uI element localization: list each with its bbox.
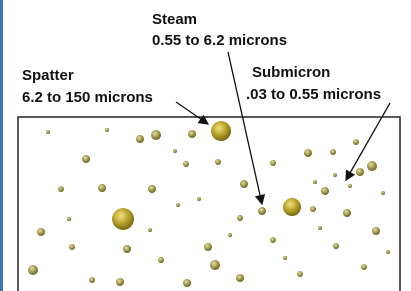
steam-label: Steam [152, 11, 197, 28]
particle-diagram: Steam 0.55 to 6.2 microns Spatter 6.2 to… [0, 0, 411, 291]
particle [116, 278, 124, 286]
particle [211, 121, 231, 141]
particle [210, 260, 220, 270]
particle [89, 277, 95, 283]
particle [321, 187, 329, 195]
particle [148, 228, 152, 232]
particle [58, 186, 64, 192]
particle [112, 208, 134, 230]
particle [353, 139, 359, 145]
particle [367, 161, 377, 171]
particle [386, 250, 390, 254]
particle [361, 264, 367, 270]
particle [173, 149, 177, 153]
particle [148, 185, 156, 193]
particle [304, 149, 312, 157]
particle [283, 198, 301, 216]
particle [67, 217, 71, 221]
particle [151, 130, 161, 140]
steam-range: 0.55 to 6.2 microns [152, 32, 287, 49]
particle [69, 244, 75, 250]
particle [333, 173, 337, 177]
particle [183, 161, 189, 167]
particle [123, 245, 131, 253]
particle [270, 160, 276, 166]
particle [270, 237, 276, 243]
particle [197, 197, 201, 201]
left-edge [0, 0, 3, 291]
particle-frame [18, 117, 400, 291]
particle [28, 265, 38, 275]
particle [237, 215, 243, 221]
particle [348, 184, 352, 188]
particle [258, 207, 266, 215]
particle [318, 226, 322, 230]
particle [136, 135, 144, 143]
particle [236, 274, 244, 282]
particle [356, 168, 364, 176]
particle [215, 159, 221, 165]
particle [381, 191, 385, 195]
particle [240, 180, 248, 188]
particle [188, 130, 196, 138]
submicron-range: .03 to 0.55 microns [246, 86, 381, 103]
particle [372, 227, 380, 235]
particle [46, 130, 50, 134]
particle [158, 257, 164, 263]
particle [105, 128, 109, 132]
particle [98, 184, 106, 192]
particle [330, 149, 336, 155]
particle [183, 279, 191, 287]
submicron-label: Submicron [252, 64, 330, 81]
spatter-label: Spatter [22, 67, 74, 84]
particle [204, 243, 212, 251]
particle [313, 180, 317, 184]
particle [176, 203, 180, 207]
particle [283, 256, 287, 260]
particle [297, 271, 303, 277]
particle [310, 206, 316, 212]
particle [228, 233, 232, 237]
particle [82, 155, 90, 163]
particle [343, 209, 351, 217]
particle [333, 243, 339, 249]
spatter-range: 6.2 to 150 microns [22, 89, 153, 106]
particle [37, 228, 45, 236]
